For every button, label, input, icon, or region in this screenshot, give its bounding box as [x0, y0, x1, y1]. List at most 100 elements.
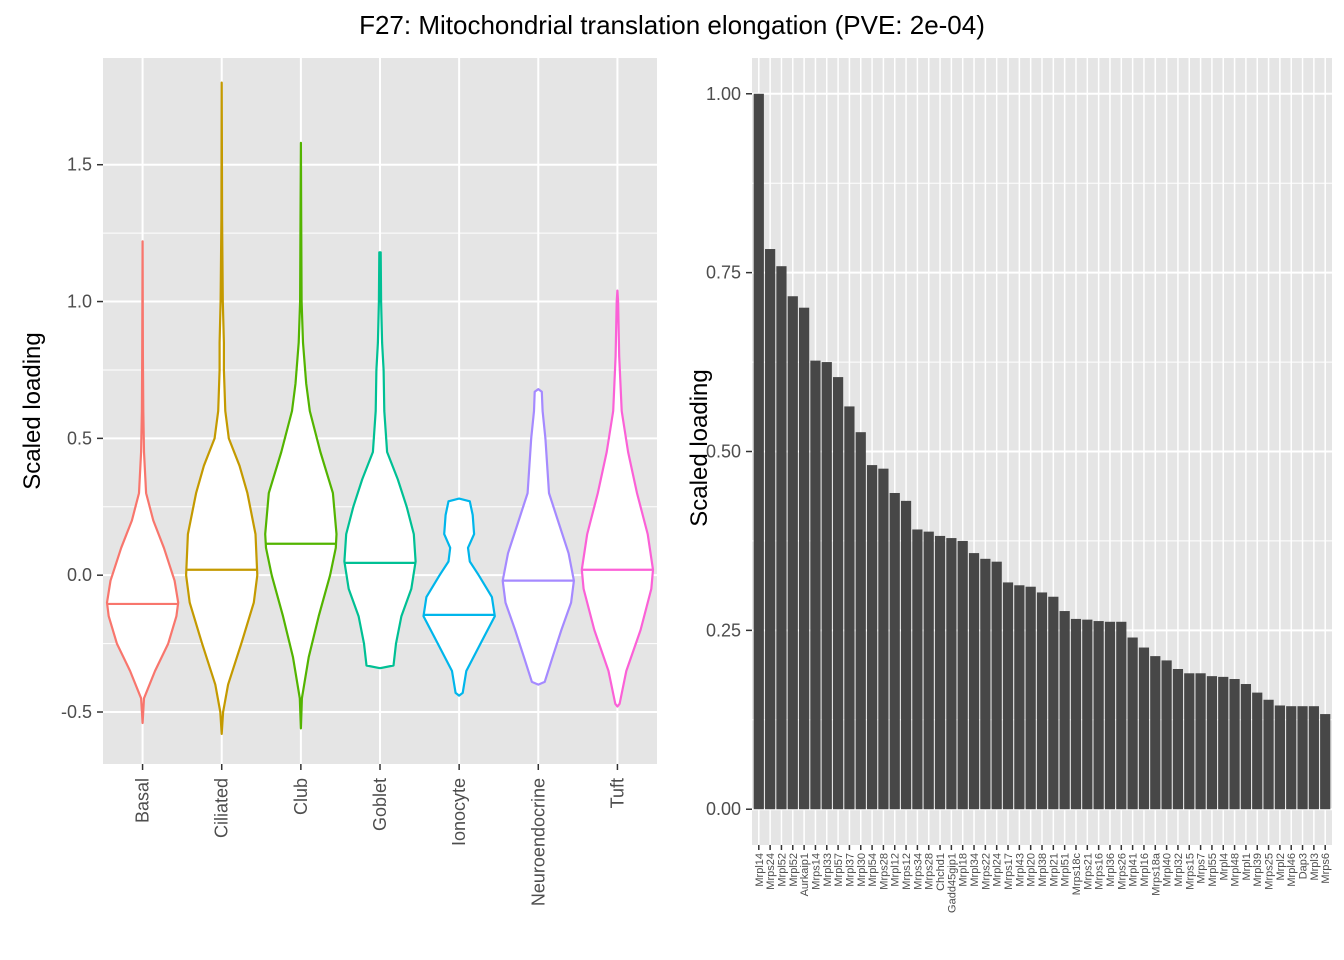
x-tick-label: Mrpl40: [1162, 853, 1174, 887]
y-tick-label: 1.5: [67, 155, 92, 175]
bar: [968, 553, 980, 810]
bar: [799, 307, 810, 810]
x-tick-label: Mrps26: [1116, 853, 1128, 890]
bar: [878, 468, 889, 810]
bar: [810, 360, 821, 810]
x-tick-label: Mrpl48: [1230, 853, 1242, 887]
bar: [1240, 684, 1252, 810]
x-tick-label: Mrpl32: [1173, 853, 1185, 887]
bar: [1308, 706, 1319, 810]
violin-ciliated: [185, 81, 259, 735]
bar: [855, 432, 866, 810]
bar: [1206, 676, 1218, 810]
bar: [1036, 592, 1048, 810]
y-tick-label: 0.75: [706, 263, 741, 283]
x-tick-label: Mrps22: [980, 853, 992, 890]
violin-x-axis: Basal Ciliated Club Goblet Ionocyte Neuroendo…: [133, 764, 627, 906]
x-tick-label: Mrpl55: [1207, 853, 1219, 887]
bar-chart: 0.000.250.500.751.00 Mrpl14 Mrps24 Mrpl52 M…: [686, 58, 1332, 913]
x-tick-label: Goblet: [370, 778, 390, 831]
x-tick-label: Mrps28: [878, 853, 890, 890]
x-tick-label: Mrpl1: [1241, 853, 1253, 881]
x-tick-label: Mrps28: [924, 853, 936, 890]
bar: [991, 561, 1002, 810]
x-tick-label: Mrps17: [1003, 853, 1015, 890]
y-tick-label: 1.00: [706, 84, 741, 104]
x-tick-label: Basal: [133, 778, 153, 823]
bar: [1127, 637, 1138, 810]
x-tick-label: Mrpl41: [1128, 853, 1140, 887]
x-tick-label: Mrpl21: [1048, 853, 1060, 887]
bar: [776, 266, 787, 810]
bar: [1082, 619, 1093, 810]
bar: [1161, 660, 1172, 810]
bar: [934, 535, 946, 810]
bar: [1093, 621, 1104, 810]
violin-neuroendocrine: [501, 388, 575, 686]
figure-title: F27: Mitochondrial translation elongatio…: [359, 10, 985, 40]
violin-chart: -0.5 0.0 0.5 1.0 1.5 Basal Ciliated Club Goblet…: [19, 58, 657, 906]
bar: [1150, 656, 1161, 810]
x-tick-label: Mrps16: [1094, 853, 1106, 890]
x-tick-label: Mrpl18: [958, 853, 970, 887]
violin-ionocyte: [422, 497, 496, 697]
bar-series: [753, 93, 1331, 810]
violin-series: [105, 81, 655, 735]
x-tick-label: Mrps6: [1320, 853, 1332, 884]
y-tick-label: 0.25: [706, 620, 741, 640]
bar: [889, 492, 900, 810]
x-tick-label: Club: [291, 778, 311, 815]
x-tick-label: Mrpl38: [1037, 853, 1049, 887]
bar: [1286, 706, 1297, 810]
x-tick-label: Mrpl54: [867, 853, 879, 887]
bar: [1320, 714, 1331, 810]
x-tick-label: Mrpl3: [1309, 853, 1321, 881]
bar: [1116, 621, 1127, 810]
bar: [1025, 586, 1036, 810]
x-tick-label: Mrpl52: [788, 853, 800, 887]
violin-goblet: [343, 251, 417, 670]
bar: [912, 529, 923, 810]
x-tick-label: Mrps18c: [1071, 853, 1083, 896]
x-tick-label: Mrps25: [1264, 853, 1276, 890]
bar: [787, 296, 798, 810]
x-tick-label: Tuft: [607, 778, 627, 808]
x-tick-label: Mrps7: [1196, 853, 1208, 884]
x-tick-label: Mrps15: [1184, 853, 1196, 890]
x-tick-label: Mrps24: [765, 853, 777, 890]
x-tick-label: Ciliated: [212, 778, 232, 838]
x-tick-label: Mrpl24: [992, 853, 1004, 887]
x-tick-label: Chchd1: [935, 853, 947, 891]
bar: [1195, 673, 1206, 810]
y-tick-label: -0.5: [61, 702, 92, 722]
bar: [1274, 705, 1285, 810]
bar: [1048, 596, 1059, 810]
bar: [866, 465, 878, 810]
x-tick-label: Mrpl43: [1014, 853, 1026, 887]
bar: [1138, 647, 1150, 810]
x-tick-label: Mrps21: [1082, 853, 1094, 890]
x-tick-label: Mrpl20: [1026, 853, 1038, 887]
y-tick-label: 0.00: [706, 799, 741, 819]
x-tick-label: Dap3: [1298, 853, 1310, 879]
y-tick-label: 0.0: [67, 565, 92, 585]
x-tick-label: Mrpl51: [1060, 853, 1072, 887]
x-tick-label: Ionocyte: [449, 778, 469, 846]
x-tick-label: Mrpl12: [890, 853, 902, 887]
bar-y-axis-title: Scaled loading: [686, 369, 713, 526]
x-tick-label: Mrpl4: [1218, 853, 1230, 881]
x-tick-label: Mrps34: [912, 853, 924, 890]
bar: [1059, 611, 1070, 810]
violin-club: [264, 141, 338, 730]
bar: [1014, 585, 1025, 810]
bar: [980, 558, 991, 810]
bar: [1218, 676, 1229, 810]
x-tick-label: Mrpl37: [844, 853, 856, 887]
bar: [1297, 706, 1308, 810]
bar: [1172, 668, 1184, 810]
x-tick-label: Mrps14: [810, 853, 822, 890]
x-tick-label: Mrpl30: [856, 853, 868, 887]
x-tick-label: Mrpl57: [833, 853, 845, 887]
